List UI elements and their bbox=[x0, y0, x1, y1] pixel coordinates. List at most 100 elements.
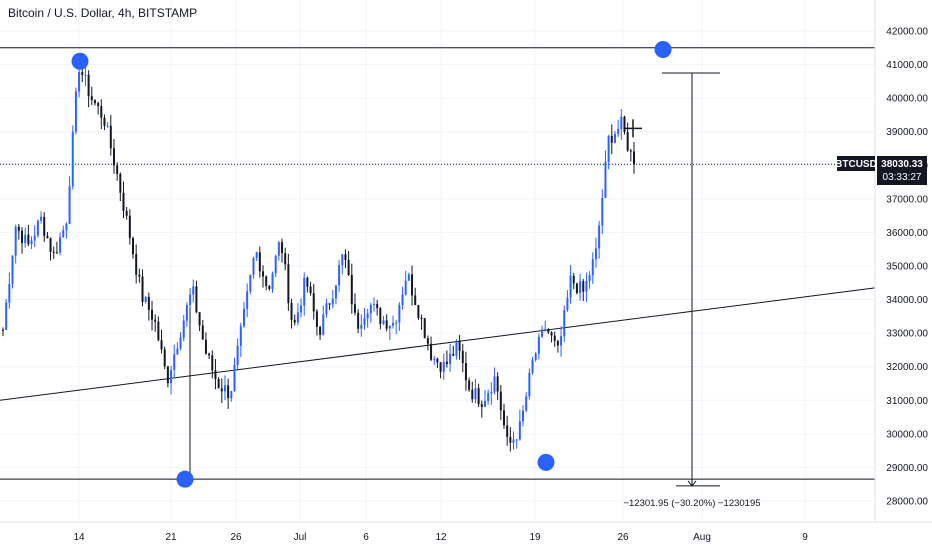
candle-body bbox=[360, 324, 363, 329]
price-tick-label: 34000.00 bbox=[886, 295, 928, 306]
candle-body bbox=[217, 378, 220, 389]
candle-body bbox=[185, 305, 188, 321]
candle-body bbox=[372, 304, 375, 306]
measure-label: −12301.95 (−30.20%) −1230195 bbox=[623, 498, 760, 509]
candle-body bbox=[509, 436, 512, 443]
time-tick-label: 21 bbox=[165, 532, 177, 543]
candle-body bbox=[398, 304, 401, 323]
candle-body bbox=[160, 340, 163, 350]
candle-body bbox=[363, 318, 366, 325]
candle-body bbox=[582, 281, 585, 292]
candle-body bbox=[528, 372, 531, 397]
candle-body bbox=[30, 240, 33, 245]
candle-body bbox=[395, 322, 398, 324]
candle-body bbox=[74, 91, 77, 132]
candle-body bbox=[300, 305, 303, 313]
candle-body bbox=[49, 238, 52, 252]
candle-body bbox=[284, 253, 287, 265]
candle-body bbox=[376, 304, 379, 309]
candle-body bbox=[566, 297, 569, 311]
candle-body bbox=[411, 274, 414, 296]
price-tick-label: 37000.00 bbox=[886, 194, 928, 205]
candle-body bbox=[2, 329, 4, 331]
candle-body bbox=[347, 259, 350, 275]
candle-body bbox=[518, 421, 521, 440]
candle-body bbox=[585, 280, 588, 292]
candle-body bbox=[433, 358, 436, 360]
candle-body bbox=[151, 309, 154, 320]
candle-body bbox=[499, 391, 502, 411]
candle-body bbox=[404, 280, 407, 295]
current-price-label: BTCUSD 38030.33 03:33:27 bbox=[835, 156, 927, 185]
candle-body bbox=[103, 117, 106, 126]
chart-title: Bitcoin / U.S. Dollar, 4h, BITSTAMP bbox=[8, 6, 198, 20]
candle-body bbox=[208, 353, 211, 356]
time-tick-label: 12 bbox=[435, 532, 447, 543]
candle-body bbox=[366, 313, 369, 319]
candle-body bbox=[572, 275, 575, 284]
candle-series bbox=[2, 63, 635, 452]
candle-body bbox=[201, 325, 204, 340]
candle-body bbox=[5, 302, 8, 330]
symbol-tag bbox=[837, 156, 875, 171]
price-axis[interactable]: 42000.0041000.0040000.0039000.0038000.00… bbox=[886, 27, 928, 508]
candle-body bbox=[90, 96, 93, 101]
candle-body bbox=[223, 385, 226, 392]
candle-body bbox=[274, 255, 277, 274]
candle-body bbox=[426, 338, 429, 344]
candle-body bbox=[192, 286, 195, 295]
candle-body bbox=[392, 322, 395, 326]
candle-body bbox=[556, 340, 559, 346]
time-tick-label: 6 bbox=[363, 532, 369, 543]
candle-body bbox=[78, 71, 81, 92]
candle-body bbox=[306, 277, 309, 287]
candle-body bbox=[353, 304, 356, 313]
candle-body bbox=[601, 197, 604, 226]
candle-body bbox=[239, 326, 242, 346]
candle-body bbox=[436, 358, 439, 363]
candle-body bbox=[452, 354, 455, 356]
candle-body bbox=[591, 259, 594, 276]
candle-body bbox=[81, 71, 84, 75]
candle-body bbox=[502, 410, 505, 426]
candle-body bbox=[471, 389, 474, 400]
time-axis[interactable]: 14 21 26 Jul 6 12 19 26 Aug 9 bbox=[73, 532, 808, 543]
marker-dot bbox=[71, 52, 89, 70]
time-tick-label: Aug bbox=[693, 532, 711, 543]
candle-body bbox=[220, 388, 223, 392]
candle-body bbox=[204, 339, 207, 354]
candle-body bbox=[265, 276, 268, 287]
candle-body bbox=[623, 116, 626, 133]
candle-body bbox=[588, 275, 591, 281]
price-tick-label: 42000.00 bbox=[886, 27, 928, 38]
price-tick-label: 40000.00 bbox=[886, 94, 928, 105]
candle-body bbox=[541, 329, 544, 337]
candle-body bbox=[490, 391, 493, 394]
candle-body bbox=[236, 345, 239, 366]
candle-body bbox=[116, 165, 119, 174]
candle-body bbox=[40, 216, 43, 221]
candle-body bbox=[46, 235, 49, 239]
candle-body bbox=[17, 226, 20, 231]
candle-body bbox=[157, 321, 160, 341]
candle-body bbox=[328, 303, 331, 305]
marker-dot bbox=[537, 453, 555, 471]
candle-body bbox=[322, 314, 325, 335]
candle-body bbox=[154, 319, 157, 322]
candle-body bbox=[122, 192, 125, 211]
candle-body bbox=[176, 348, 179, 355]
candle-body bbox=[575, 283, 578, 293]
candle-body bbox=[550, 332, 553, 336]
candle-body bbox=[268, 286, 271, 289]
candle-body bbox=[534, 353, 537, 360]
candle-body bbox=[522, 410, 525, 422]
candle-body bbox=[125, 210, 128, 216]
candle-body bbox=[195, 286, 198, 313]
candle-body bbox=[525, 396, 528, 411]
candle-body bbox=[242, 308, 245, 327]
candle-body bbox=[93, 100, 96, 104]
candle-body bbox=[610, 135, 613, 143]
candle-body bbox=[21, 230, 24, 244]
candle-body bbox=[163, 349, 166, 367]
